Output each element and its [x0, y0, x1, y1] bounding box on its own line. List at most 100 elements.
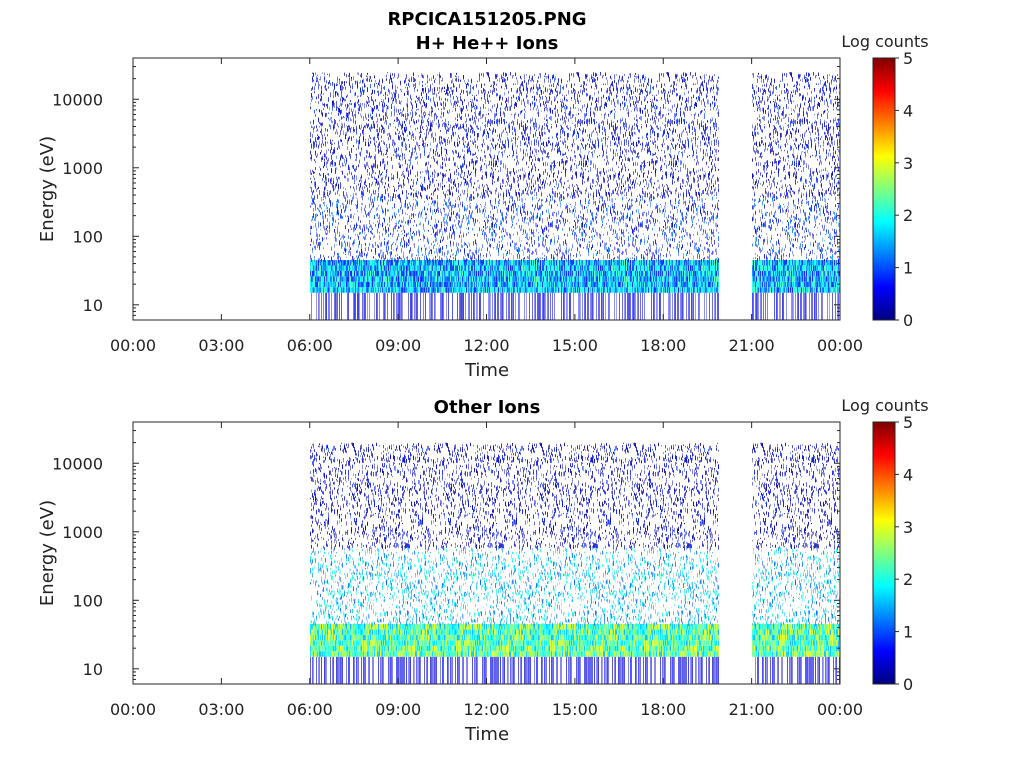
spectrogram-cell — [500, 185, 501, 189]
spectrogram-cell — [477, 276, 478, 282]
spectrogram-cell — [428, 265, 429, 271]
spectrogram-cell — [359, 138, 360, 143]
spectrogram-cell — [441, 108, 442, 111]
spectrogram-cell — [341, 94, 342, 97]
spectrogram-cell — [370, 105, 371, 108]
spectrogram-cell — [413, 72, 414, 77]
spectrogram-cell — [316, 155, 317, 158]
spectrogram-cell — [485, 221, 486, 227]
spectrogram-cell — [489, 270, 490, 277]
spectrogram-cell — [355, 260, 356, 266]
spectrogram-cell — [467, 175, 468, 179]
spectrogram-cell — [338, 143, 339, 148]
spectrogram-cell — [385, 208, 386, 212]
spectrogram-cell — [324, 281, 325, 288]
spectrogram-cell — [375, 80, 376, 83]
spectrogram-cell — [416, 156, 417, 160]
spectrogram-cell — [507, 181, 508, 186]
spectrogram-cell — [360, 176, 361, 182]
spectrogram-cell — [495, 198, 496, 203]
spectrogram-cell — [402, 141, 403, 147]
spectrogram-cell — [457, 177, 458, 180]
spectrogram-cell — [510, 243, 511, 247]
spectrogram-cell — [437, 200, 438, 203]
spectrogram-cell — [430, 270, 431, 277]
spectrogram-cell — [396, 239, 397, 241]
spectrogram-cell — [454, 260, 455, 266]
spectrogram-cell — [443, 270, 444, 277]
spectrogram-cell — [316, 130, 317, 132]
spectrogram-cell — [356, 175, 357, 181]
spectrogram-cell — [334, 276, 335, 282]
spectrogram-cell — [390, 198, 391, 202]
spectrogram-cell — [323, 260, 324, 266]
spectrogram-cell — [505, 145, 506, 150]
spectrogram-cell — [379, 150, 380, 153]
spectrogram-cell — [348, 251, 349, 256]
spectrogram-cell — [339, 194, 340, 196]
spectrogram-cell — [359, 224, 360, 227]
spectrogram-cell — [380, 249, 381, 254]
spectrogram-cell — [395, 226, 396, 230]
spectrogram-cell — [369, 276, 370, 282]
spectrogram-cell — [359, 258, 360, 264]
spectrogram-cell — [344, 209, 345, 213]
spectrogram-cell — [442, 260, 443, 266]
spectrogram-cell — [473, 128, 474, 133]
spectrogram-cell — [496, 270, 497, 277]
spectrogram-cell — [406, 190, 407, 193]
spectrogram-cell — [514, 104, 515, 109]
spectrogram-cell — [452, 265, 453, 271]
spectrogram-cell — [367, 270, 368, 277]
spectrogram-cell — [465, 121, 466, 124]
spectrogram-cell — [463, 156, 464, 158]
spectrogram-cell — [451, 135, 452, 139]
spectrogram-cell — [473, 196, 474, 200]
spectrogram-cell — [431, 292, 432, 320]
spectrogram-cell — [438, 260, 439, 266]
spectrogram-cell — [465, 255, 466, 257]
spectrogram-cell — [322, 281, 323, 288]
spectrogram-cell — [408, 192, 409, 195]
spectrogram-cell — [440, 208, 441, 213]
spectrogram-cell — [316, 189, 317, 192]
spectrogram-cell — [356, 276, 357, 282]
spectrogram-cell — [317, 265, 318, 271]
spectrogram-cell — [387, 260, 388, 266]
spectrogram-cell — [439, 265, 440, 271]
spectrogram-cell — [466, 270, 467, 277]
spectrogram-cell — [383, 276, 384, 282]
spectrogram-cell — [491, 167, 492, 170]
spectrogram-cell — [441, 287, 442, 293]
spectrogram-cell — [392, 206, 393, 210]
spectrogram-cell — [321, 85, 322, 90]
spectrogram-cell — [412, 260, 413, 266]
spectrogram-cell — [483, 255, 484, 257]
spectrogram-cell — [441, 87, 442, 93]
spectrogram-cell — [359, 82, 360, 84]
spectrogram-cell — [455, 78, 456, 82]
spectrogram-cell — [364, 260, 365, 266]
spectrogram-cell — [402, 281, 403, 288]
spectrogram-cell — [347, 215, 348, 217]
spectrogram-cell — [504, 151, 505, 153]
spectrogram-cell — [330, 281, 331, 288]
spectrogram-cell — [456, 101, 457, 105]
spectrogram-cell — [333, 189, 334, 192]
spectrogram-cell — [375, 270, 376, 277]
spectrogram-cell — [419, 281, 420, 288]
spectrogram-cell — [355, 153, 356, 156]
spectrogram-cell — [424, 187, 425, 191]
spectrogram-cell — [488, 194, 489, 198]
spectrogram-cell — [478, 179, 479, 182]
spectrogram-cell — [450, 87, 451, 90]
spectrogram-cell — [310, 265, 311, 271]
spectrogram-cell — [484, 270, 485, 277]
spectrogram-cell — [370, 231, 371, 233]
spectrogram-cell — [444, 216, 445, 220]
spectrogram-cell — [389, 287, 390, 293]
spectrogram-cell — [468, 265, 469, 271]
spectrogram-cell — [451, 186, 452, 191]
spectrogram-cell — [380, 287, 381, 293]
spectrogram-cell — [409, 270, 410, 277]
